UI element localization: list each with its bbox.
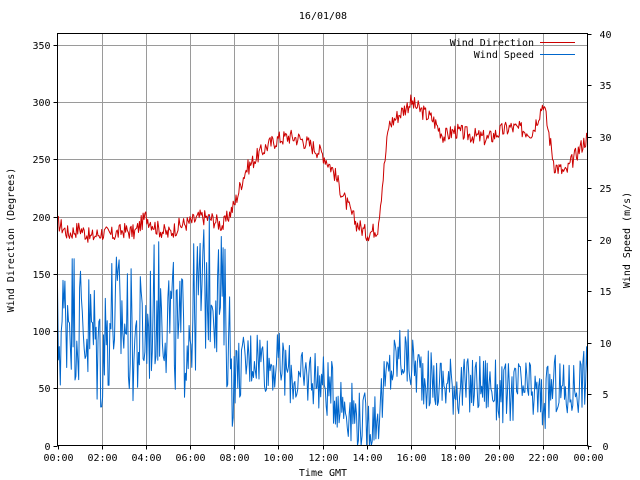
y-left-tick-label: 150 [32,270,50,281]
x-tick-label: 18:00 [440,453,470,464]
x-tick-label: 04:00 [131,453,161,464]
y-left-tick-label: 50 [38,384,50,395]
y-right-tick-label: 20 [599,236,611,247]
y-right-tick-label: 30 [599,133,611,144]
y-axis-right-label: Wind Speed (m/s) [622,192,633,288]
y-right-tick-label: 10 [599,339,611,350]
legend: Wind Direction Wind Speed [450,38,575,61]
legend-label-wind-direction: Wind Direction [450,38,534,49]
x-axis-label: Time GMT [299,468,347,479]
y-left-tick-label: 200 [32,213,50,224]
chart-title: 16/01/08 [299,11,347,22]
series-line-wind-speed [57,215,588,446]
x-tick-label: 08:00 [219,453,249,464]
x-tick-label: 00:00 [573,453,603,464]
series-lines [57,94,588,446]
x-tick-label: 10:00 [263,453,293,464]
y-left-tick-label: 300 [32,98,50,109]
y-right-tick-label: 0 [602,442,608,453]
series-line-wind-direction [57,94,588,243]
y-left-tick-label: 250 [32,155,50,166]
legend-label-wind-speed: Wind Speed [474,50,534,61]
y-right-tick-label: 40 [599,30,611,41]
x-tick-label: 22:00 [528,453,558,464]
y-left-tick-label: 100 [32,327,50,338]
y-right-tick-label: 15 [599,287,611,298]
x-tick-label: 12:00 [308,453,338,464]
x-tick-label: 06:00 [175,453,205,464]
y-axis-left-label: Wind Direction (Degrees) [6,168,17,313]
y-left-tick-label: 0 [44,442,50,453]
x-tick-label: 14:00 [352,453,382,464]
y-right-tick-label: 35 [599,81,611,92]
grid-lines [57,33,588,446]
y-left-tick-label: 350 [32,41,50,52]
y-right-tick-label: 25 [599,184,611,195]
y-right-tick-label: 5 [602,390,608,401]
axis-ticks [53,34,592,450]
x-tick-label: 02:00 [87,453,117,464]
plot-frame [57,33,588,446]
x-tick-label: 16:00 [396,453,426,464]
x-tick-label: 20:00 [484,453,514,464]
x-tick-label: 00:00 [43,453,73,464]
